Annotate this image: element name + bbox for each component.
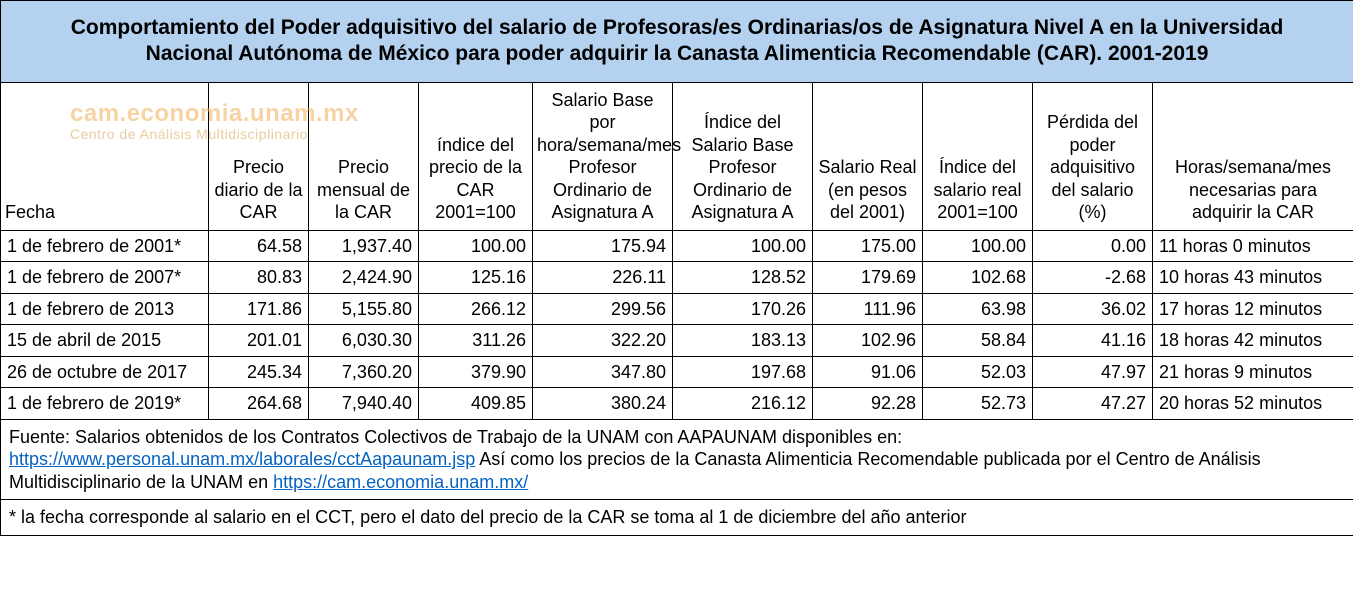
data-table: Comportamiento del Poder adquisitivo del… <box>0 0 1353 536</box>
footer-source: Fuente: Salarios obtenidos de los Contra… <box>1 419 1353 500</box>
table-cell: 15 de abril de 2015 <box>1 325 209 357</box>
column-header: Índice del Salario Base Profesor Ordinar… <box>673 82 813 230</box>
table-cell: 409.85 <box>419 388 533 420</box>
table-cell: 91.06 <box>813 356 923 388</box>
table-cell: 1 de febrero de 2001* <box>1 230 209 262</box>
table-container: cam.economia.unam.mx Centro de Análisis … <box>0 0 1353 536</box>
table-cell: 47.27 <box>1033 388 1153 420</box>
table-cell: 5,155.80 <box>309 293 419 325</box>
table-cell: 197.68 <box>673 356 813 388</box>
table-cell: 80.83 <box>209 262 309 294</box>
table-cell: 170.26 <box>673 293 813 325</box>
table-cell: 171.86 <box>209 293 309 325</box>
table-cell: -2.68 <box>1033 262 1153 294</box>
table-cell: 102.96 <box>813 325 923 357</box>
table-cell: 47.97 <box>1033 356 1153 388</box>
table-cell: 10 horas 43 minutos <box>1153 262 1353 294</box>
table-row: 1 de febrero de 2001*64.581,937.40100.00… <box>1 230 1353 262</box>
column-header: Fecha <box>1 82 209 230</box>
table-cell: 379.90 <box>419 356 533 388</box>
table-cell: 175.00 <box>813 230 923 262</box>
table-row: 15 de abril de 2015201.016,030.30311.263… <box>1 325 1353 357</box>
column-header: Horas/semana/mes necesarias para adquiri… <box>1153 82 1353 230</box>
table-cell: 41.16 <box>1033 325 1153 357</box>
table-cell: 52.73 <box>923 388 1033 420</box>
table-cell: 63.98 <box>923 293 1033 325</box>
column-header: Índice del salario real 2001=100 <box>923 82 1033 230</box>
table-cell: 92.28 <box>813 388 923 420</box>
table-cell: 21 horas 9 minutos <box>1153 356 1353 388</box>
table-cell: 175.94 <box>533 230 673 262</box>
table-cell: 100.00 <box>923 230 1033 262</box>
table-cell: 1 de febrero de 2019* <box>1 388 209 420</box>
table-cell: 245.34 <box>209 356 309 388</box>
table-cell: 100.00 <box>673 230 813 262</box>
table-cell: 100.00 <box>419 230 533 262</box>
column-header: Salario Real (en pesos del 2001) <box>813 82 923 230</box>
column-header: Precio mensual de la CAR <box>309 82 419 230</box>
table-cell: 26 de octubre de 2017 <box>1 356 209 388</box>
table-cell: 1 de febrero de 2007* <box>1 262 209 294</box>
footer-link-2[interactable]: https://cam.economia.unam.mx/ <box>273 472 528 492</box>
table-cell: 266.12 <box>419 293 533 325</box>
footer-source-prefix: Fuente: Salarios obtenidos de los Contra… <box>9 427 902 447</box>
table-cell: 20 horas 52 minutos <box>1153 388 1353 420</box>
table-cell: 64.58 <box>209 230 309 262</box>
table-cell: 111.96 <box>813 293 923 325</box>
table-cell: 183.13 <box>673 325 813 357</box>
table-row: 26 de octubre de 2017245.347,360.20379.9… <box>1 356 1353 388</box>
table-cell: 0.00 <box>1033 230 1153 262</box>
table-title: Comportamiento del Poder adquisitivo del… <box>1 1 1353 83</box>
table-cell: 322.20 <box>533 325 673 357</box>
table-cell: 7,940.40 <box>309 388 419 420</box>
table-cell: 6,030.30 <box>309 325 419 357</box>
table-cell: 52.03 <box>923 356 1033 388</box>
table-cell: 2,424.90 <box>309 262 419 294</box>
footer-link-1[interactable]: https://www.personal.unam.mx/laborales/c… <box>9 449 475 469</box>
footer-note: * la fecha corresponde al salario en el … <box>1 500 1353 536</box>
column-header: Precio diario de la CAR <box>209 82 309 230</box>
table-cell: 1 de febrero de 2013 <box>1 293 209 325</box>
table-cell: 36.02 <box>1033 293 1153 325</box>
table-cell: 216.12 <box>673 388 813 420</box>
table-cell: 11 horas 0 minutos <box>1153 230 1353 262</box>
table-row: 1 de febrero de 2007*80.832,424.90125.16… <box>1 262 1353 294</box>
table-cell: 380.24 <box>533 388 673 420</box>
footer-source-row: Fuente: Salarios obtenidos de los Contra… <box>1 419 1353 500</box>
table-cell: 125.16 <box>419 262 533 294</box>
table-cell: 1,937.40 <box>309 230 419 262</box>
table-cell: 226.11 <box>533 262 673 294</box>
table-cell: 264.68 <box>209 388 309 420</box>
column-header: Salario Base por hora/semana/mes Profeso… <box>533 82 673 230</box>
table-cell: 347.80 <box>533 356 673 388</box>
table-cell: 102.68 <box>923 262 1033 294</box>
table-cell: 311.26 <box>419 325 533 357</box>
header-row: FechaPrecio diario de la CARPrecio mensu… <box>1 82 1353 230</box>
table-cell: 17 horas 12 minutos <box>1153 293 1353 325</box>
column-header: Pérdida del poder adquisitivo del salari… <box>1033 82 1153 230</box>
table-cell: 179.69 <box>813 262 923 294</box>
table-cell: 7,360.20 <box>309 356 419 388</box>
footer-note-row: * la fecha corresponde al salario en el … <box>1 500 1353 536</box>
title-row: Comportamiento del Poder adquisitivo del… <box>1 1 1353 83</box>
table-cell: 201.01 <box>209 325 309 357</box>
table-cell: 299.56 <box>533 293 673 325</box>
column-header: índice del precio de la CAR 2001=100 <box>419 82 533 230</box>
table-cell: 128.52 <box>673 262 813 294</box>
table-row: 1 de febrero de 2019*264.687,940.40409.8… <box>1 388 1353 420</box>
table-cell: 58.84 <box>923 325 1033 357</box>
table-row: 1 de febrero de 2013171.865,155.80266.12… <box>1 293 1353 325</box>
table-cell: 18 horas 42 minutos <box>1153 325 1353 357</box>
